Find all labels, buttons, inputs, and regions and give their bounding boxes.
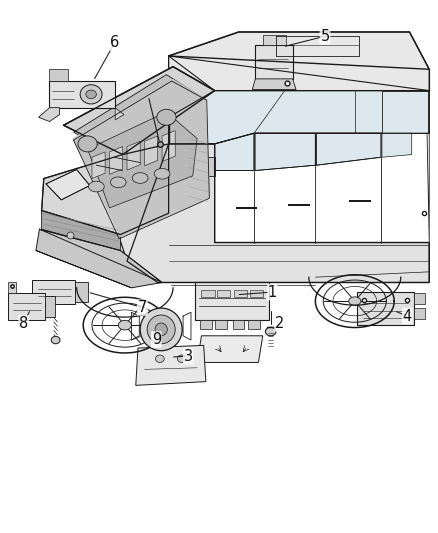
Polygon shape: [8, 282, 16, 293]
Polygon shape: [200, 320, 212, 329]
Ellipse shape: [78, 136, 97, 152]
Ellipse shape: [157, 109, 176, 125]
Polygon shape: [357, 292, 414, 325]
Text: 5: 5: [320, 29, 330, 44]
Polygon shape: [217, 290, 230, 297]
Polygon shape: [201, 290, 215, 297]
Text: 3: 3: [184, 349, 193, 364]
Polygon shape: [414, 293, 425, 304]
Polygon shape: [72, 79, 210, 237]
Polygon shape: [197, 336, 263, 362]
Polygon shape: [195, 282, 269, 320]
Polygon shape: [49, 69, 68, 81]
Polygon shape: [36, 229, 162, 288]
Polygon shape: [382, 91, 428, 133]
Ellipse shape: [51, 336, 60, 344]
Polygon shape: [136, 345, 206, 385]
Polygon shape: [64, 67, 215, 155]
Text: 6: 6: [110, 35, 120, 50]
Text: 1: 1: [268, 285, 277, 300]
Polygon shape: [255, 133, 315, 171]
Polygon shape: [169, 32, 429, 117]
Text: 4: 4: [403, 309, 412, 324]
Ellipse shape: [140, 308, 182, 351]
Text: 2: 2: [275, 316, 284, 331]
Ellipse shape: [80, 85, 102, 104]
Ellipse shape: [86, 90, 96, 99]
Ellipse shape: [110, 177, 126, 188]
Polygon shape: [110, 147, 123, 174]
Polygon shape: [201, 157, 215, 176]
Polygon shape: [74, 75, 201, 157]
Polygon shape: [75, 282, 88, 302]
Ellipse shape: [118, 320, 131, 330]
Polygon shape: [127, 141, 140, 170]
Polygon shape: [46, 169, 90, 200]
Polygon shape: [92, 152, 105, 179]
Ellipse shape: [155, 355, 164, 362]
Polygon shape: [215, 133, 254, 171]
Ellipse shape: [177, 355, 186, 362]
Polygon shape: [145, 136, 158, 166]
Polygon shape: [263, 35, 286, 45]
Ellipse shape: [265, 327, 276, 336]
Ellipse shape: [154, 168, 170, 179]
Polygon shape: [8, 293, 45, 320]
Polygon shape: [45, 296, 55, 317]
Polygon shape: [215, 320, 227, 329]
Polygon shape: [255, 45, 293, 79]
Text: 9: 9: [152, 332, 161, 347]
Polygon shape: [233, 320, 244, 329]
Ellipse shape: [88, 181, 104, 192]
Polygon shape: [118, 144, 429, 282]
Polygon shape: [26, 304, 46, 312]
Polygon shape: [32, 280, 75, 304]
Ellipse shape: [132, 173, 148, 183]
Polygon shape: [382, 133, 412, 157]
Text: 7: 7: [138, 300, 147, 315]
Polygon shape: [39, 108, 60, 122]
Polygon shape: [42, 144, 169, 235]
Text: 8: 8: [19, 316, 28, 331]
Polygon shape: [49, 81, 115, 108]
Ellipse shape: [147, 315, 175, 344]
Polygon shape: [248, 320, 260, 329]
Polygon shape: [115, 108, 124, 120]
Polygon shape: [162, 131, 175, 161]
Ellipse shape: [155, 323, 167, 336]
Ellipse shape: [349, 297, 361, 305]
Polygon shape: [169, 91, 429, 144]
Polygon shape: [316, 133, 381, 165]
Polygon shape: [88, 112, 197, 208]
Polygon shape: [414, 308, 425, 319]
Polygon shape: [234, 290, 247, 297]
Polygon shape: [42, 211, 120, 251]
Polygon shape: [252, 79, 296, 90]
Polygon shape: [250, 290, 263, 297]
